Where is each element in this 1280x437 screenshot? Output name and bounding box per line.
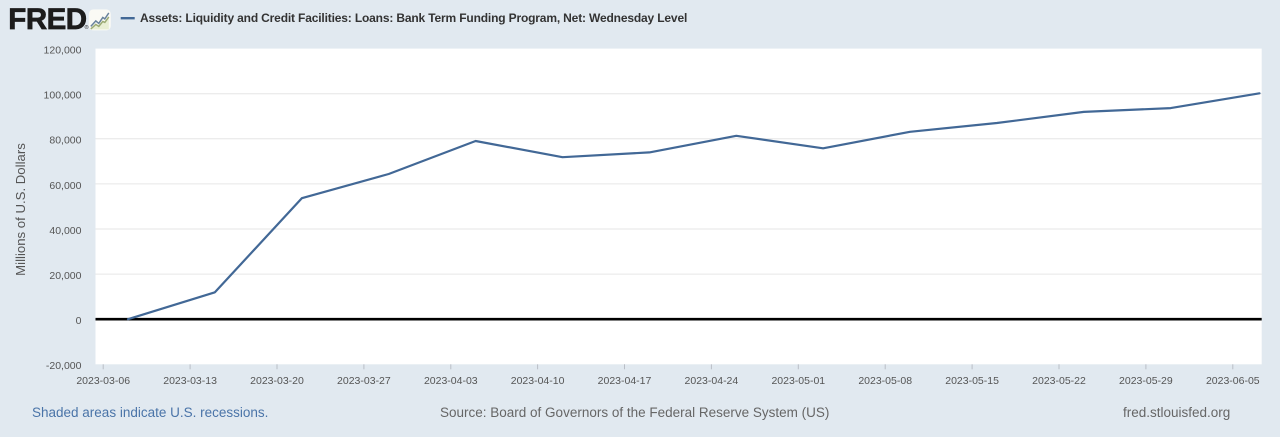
svg-text:0: 0 <box>76 315 82 327</box>
svg-text:2023-05-29: 2023-05-29 <box>1119 375 1173 387</box>
svg-text:80,000: 80,000 <box>49 135 81 147</box>
svg-text:2023-03-06: 2023-03-06 <box>76 375 130 387</box>
svg-text:2023-05-01: 2023-05-01 <box>771 375 825 387</box>
svg-text:40,000: 40,000 <box>49 225 81 237</box>
svg-text:20,000: 20,000 <box>49 270 81 282</box>
svg-text:2023-05-22: 2023-05-22 <box>1032 375 1086 387</box>
svg-text:2023-06-05: 2023-06-05 <box>1206 375 1260 387</box>
svg-text:2023-05-15: 2023-05-15 <box>945 375 999 387</box>
svg-text:100,000: 100,000 <box>44 90 82 102</box>
svg-text:2023-04-10: 2023-04-10 <box>511 375 565 387</box>
svg-text:120,000: 120,000 <box>44 45 82 57</box>
svg-text:2023-04-24: 2023-04-24 <box>685 375 739 387</box>
svg-text:2023-03-20: 2023-03-20 <box>250 375 304 387</box>
svg-text:2023-04-17: 2023-04-17 <box>598 375 652 387</box>
svg-text:-20,000: -20,000 <box>46 360 82 372</box>
svg-text:60,000: 60,000 <box>49 180 81 192</box>
svg-text:2023-03-27: 2023-03-27 <box>337 375 391 387</box>
svg-text:2023-03-13: 2023-03-13 <box>163 375 217 387</box>
svg-text:2023-04-03: 2023-04-03 <box>424 375 478 387</box>
svg-text:Millions of U.S. Dollars: Millions of U.S. Dollars <box>13 143 28 276</box>
svg-text:2023-05-08: 2023-05-08 <box>858 375 912 387</box>
